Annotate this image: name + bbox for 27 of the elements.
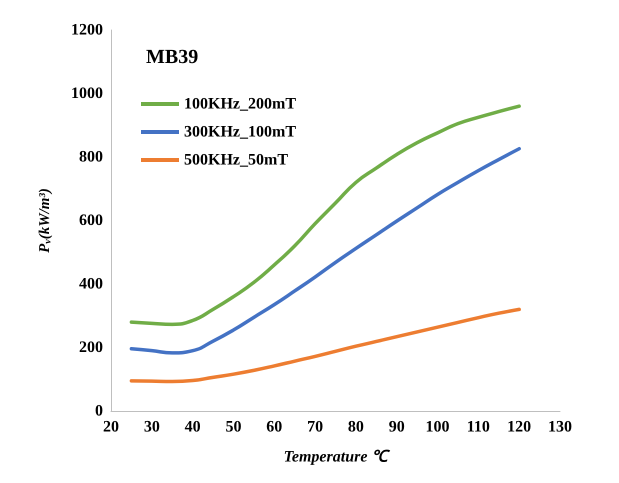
x-tick-label: 60	[266, 418, 282, 436]
line-series	[130, 146, 521, 355]
y-axis-title: Pv(kW/m³)	[37, 188, 54, 253]
x-tick-label: 90	[388, 418, 405, 436]
x-tick-label: 20	[103, 418, 119, 436]
x-tick-label: 40	[184, 418, 201, 436]
legend-label: 300KHz_100mT	[184, 124, 296, 140]
text: MB39	[146, 46, 198, 68]
x-tick-label: 70	[307, 418, 324, 436]
y-tick-label: 800	[79, 148, 103, 166]
x-tick-label: 100	[426, 418, 450, 436]
y-tick-label: 1000	[71, 85, 103, 102]
legend-label: 100KHz_200mT	[184, 96, 296, 112]
y-tick-label: 400	[79, 276, 103, 292]
y-tick-label: 1200	[71, 22, 103, 38]
y-tick-label: 600	[79, 212, 103, 229]
x-tick-label: 30	[144, 418, 160, 436]
y-tick-label: 200	[79, 339, 103, 356]
legend-label: 500KHz_50mT	[184, 152, 288, 168]
x-tick-label: 50	[225, 418, 242, 436]
x-tick-label: 80	[348, 418, 364, 436]
x-tick-label: 110	[466, 418, 490, 436]
line-series	[130, 308, 521, 384]
x-tick-label: 130	[548, 418, 572, 436]
y-tick-label: 0	[95, 402, 103, 420]
x-tick-label: 120	[507, 418, 532, 436]
x-axis-title: Temperature ℃	[284, 448, 390, 466]
